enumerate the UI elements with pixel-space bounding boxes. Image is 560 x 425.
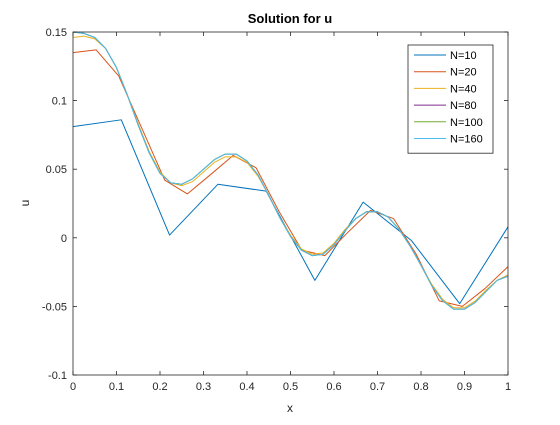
y-tick-label: 0.1 [52, 96, 67, 108]
y-axis-label: u [18, 200, 32, 207]
x-tick-label: 0 [70, 381, 76, 393]
series-layer [72, 31, 509, 310]
y-tick-label: -0.1 [48, 370, 67, 382]
legend-box [407, 44, 494, 154]
chart-title: Solution for u [248, 11, 333, 26]
series-line-n-20 [72, 49, 509, 307]
x-tick-label: 0.3 [196, 381, 211, 393]
legend-label: N=10 [450, 50, 477, 62]
legend-label: N=160 [450, 134, 483, 146]
legend-label: N=100 [450, 117, 483, 129]
x-tick-label: 1 [505, 381, 511, 393]
legend-label: N=80 [450, 100, 477, 112]
x-tick-label: 0.9 [457, 381, 472, 393]
y-tick-label: -0.05 [42, 301, 67, 313]
x-tick-label: 0.4 [239, 381, 254, 393]
y-tick-label: 0.05 [46, 164, 67, 176]
x-tick-label: 0.2 [152, 381, 167, 393]
legend: N=10 N=20 N=40 N=80 N=100 N=160 [407, 44, 494, 154]
x-tick-label: 0.1 [109, 381, 124, 393]
legend-label: N=40 [450, 83, 477, 95]
x-tick-label: 0.7 [370, 381, 385, 393]
legend-label: N=20 [450, 67, 477, 79]
x-tick-label: 0.5 [283, 381, 298, 393]
x-tick-label: 0.8 [413, 381, 428, 393]
x-tick-label: 0.6 [326, 381, 341, 393]
y-tick-label: 0 [61, 233, 67, 245]
series-line-n-40 [72, 35, 509, 309]
x-axis-label: x [287, 401, 293, 415]
y-tick-label: 0.15 [46, 27, 67, 39]
series-line-n-160 [72, 31, 509, 310]
ticks-layer: 0 0.1 0.2 0.3 0.4 0.5 0.6 0.7 0.8 0.9 1 -0.1 -0.05 0 0… [42, 27, 511, 393]
